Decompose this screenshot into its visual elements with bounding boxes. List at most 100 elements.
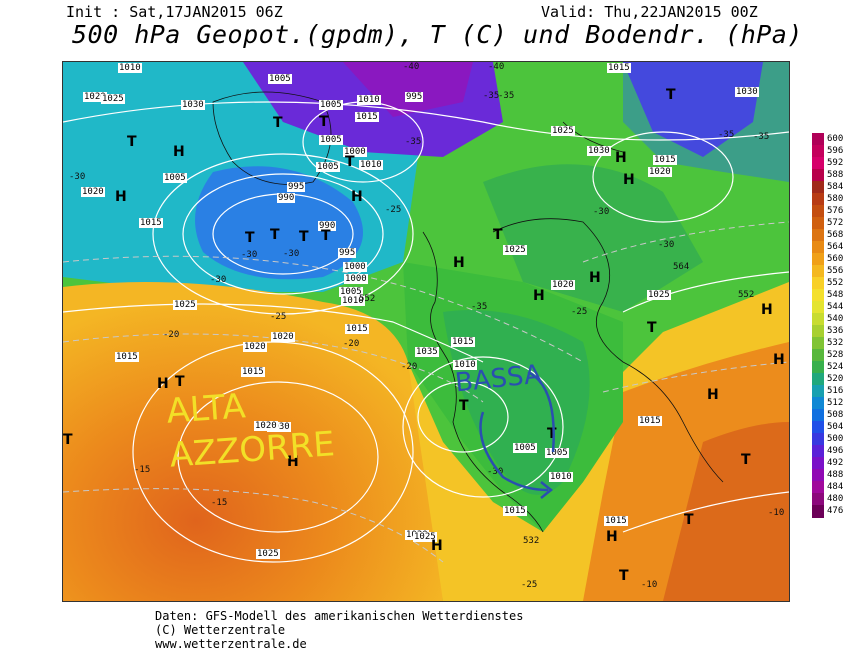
- temperature-label: -35: [483, 91, 500, 101]
- field-blue-north: [343, 62, 473, 117]
- temperature-label: -15: [211, 498, 228, 508]
- pressure-label: 1000: [343, 262, 367, 272]
- color-scale-tick-label: 576: [827, 206, 844, 216]
- color-scale-tick-label: 544: [827, 302, 844, 312]
- temperature-label: -30: [210, 275, 227, 285]
- pressure-label: 1005: [513, 443, 537, 453]
- pressure-label: 1015: [115, 352, 139, 362]
- init-time: Init : Sat,17JAN2015 06Z: [66, 3, 283, 21]
- color-scale-swatch: [812, 157, 824, 170]
- color-scale-swatch: [812, 313, 824, 326]
- footer-website: www.wetterzentrale.de: [155, 637, 307, 651]
- color-scale-swatch: [812, 493, 824, 506]
- temperature-label: -25: [385, 205, 402, 215]
- color-scale-swatch: [812, 169, 824, 182]
- color-scale-swatch: [812, 205, 824, 218]
- color-scale-tick-label: 556: [827, 266, 844, 276]
- temperature-label: -10: [641, 580, 658, 590]
- pressure-label: 1035: [415, 347, 439, 357]
- pressure-label: 1015: [653, 155, 677, 165]
- high-pressure-marker: H: [115, 189, 127, 205]
- color-scale-swatch: [812, 301, 824, 314]
- pressure-label: 1025: [173, 300, 197, 310]
- high-pressure-marker: H: [623, 172, 635, 188]
- pressure-label: 1020: [243, 342, 267, 352]
- color-scale-tick-label: 500: [827, 434, 844, 444]
- temperature-label: -40: [488, 62, 505, 72]
- high-pressure-marker: H: [606, 529, 618, 545]
- color-scale-tick-label: 512: [827, 398, 844, 408]
- color-scale-swatch: [812, 145, 824, 158]
- high-pressure-marker: H: [157, 376, 169, 392]
- low-pressure-marker: T: [63, 432, 73, 448]
- pressure-label: 1015: [139, 218, 163, 228]
- temperature-label: -25: [270, 312, 287, 322]
- pressure-label: 1005: [316, 162, 340, 172]
- high-pressure-marker: H: [589, 270, 601, 286]
- high-pressure-marker: H: [453, 255, 465, 271]
- pressure-label: 1020: [81, 187, 105, 197]
- pressure-label: 1010: [359, 160, 383, 170]
- annotation-arrow: [479, 372, 555, 499]
- color-scale-swatch: [812, 457, 824, 470]
- temperature-label: -35: [471, 302, 488, 312]
- field-purple-ne: [623, 62, 763, 157]
- color-scale-tick-label: 580: [827, 194, 844, 204]
- color-scale-tick-label: 476: [827, 506, 844, 516]
- pressure-label: 1005: [319, 135, 343, 145]
- temperature-label: -30: [283, 249, 300, 259]
- low-pressure-marker: T: [647, 320, 657, 336]
- high-pressure-marker: H: [773, 352, 785, 368]
- pressure-label: 1025: [503, 245, 527, 255]
- high-pressure-marker: H: [707, 387, 719, 403]
- pressure-label: 1010: [118, 63, 142, 73]
- map-title: 500 hPa Geopot.(gpdm), T (C) und Bodendr…: [72, 20, 803, 49]
- pressure-label: 1010: [453, 360, 477, 370]
- color-scale-tick-label: 536: [827, 326, 844, 336]
- low-pressure-marker: T: [127, 134, 137, 150]
- pressure-label: 1015: [607, 63, 631, 73]
- weather-map: 1020 1005 1005 995 1010 1000 1005 1015 1…: [62, 61, 790, 602]
- color-scale-tick-label: 488: [827, 470, 844, 480]
- pressure-label: 1025: [413, 532, 437, 542]
- color-scale-swatch: [812, 481, 824, 494]
- color-scale-swatch: [812, 241, 824, 254]
- pressure-label: 1025: [256, 549, 280, 559]
- color-scale-swatch: [812, 253, 824, 266]
- field-lime: [483, 164, 703, 312]
- pressure-label: 1015: [345, 324, 369, 334]
- pressure-label: 1005: [319, 100, 343, 110]
- color-scale-swatch: [812, 385, 824, 398]
- temperature-label: -20: [163, 330, 180, 340]
- pressure-label: 990: [277, 193, 296, 203]
- temperature-label: -30: [241, 250, 258, 260]
- pressure-label: 1015: [604, 516, 628, 526]
- high-pressure-marker: H: [351, 189, 363, 205]
- pressure-label: 1020: [648, 167, 672, 177]
- pressure-label: 1030: [267, 422, 291, 432]
- color-scale-swatch: [812, 409, 824, 422]
- pressure-label: 990: [318, 221, 337, 231]
- low-pressure-marker: T: [493, 227, 503, 243]
- pressure-label: 1005: [163, 173, 187, 183]
- temperature-label: -25: [571, 307, 588, 317]
- color-scale-swatch: [812, 265, 824, 278]
- pressure-label: 1015: [241, 367, 265, 377]
- pressure-label: 1030: [587, 146, 611, 156]
- footer: Daten: GFS-Modell des amerikanischen Wet…: [155, 609, 523, 651]
- color-scale-swatch: [812, 277, 824, 290]
- geopotential-label: 552: [738, 290, 755, 300]
- high-pressure-marker: H: [287, 454, 299, 470]
- pressure-label: 1020: [254, 421, 278, 431]
- temperature-label: -30: [593, 207, 610, 217]
- temperature-label: -40: [403, 62, 420, 72]
- pressure-label: 1020: [271, 332, 295, 342]
- low-pressure-marker: T: [684, 512, 694, 528]
- low-pressure-marker: T: [345, 154, 355, 170]
- field-orange: [63, 282, 443, 601]
- pressure-label: 995: [338, 248, 357, 258]
- color-scale-swatch: [812, 193, 824, 206]
- pressure-label: 1015: [451, 337, 475, 347]
- high-pressure-marker: H: [533, 288, 545, 304]
- temperature-label: -15: [134, 465, 151, 475]
